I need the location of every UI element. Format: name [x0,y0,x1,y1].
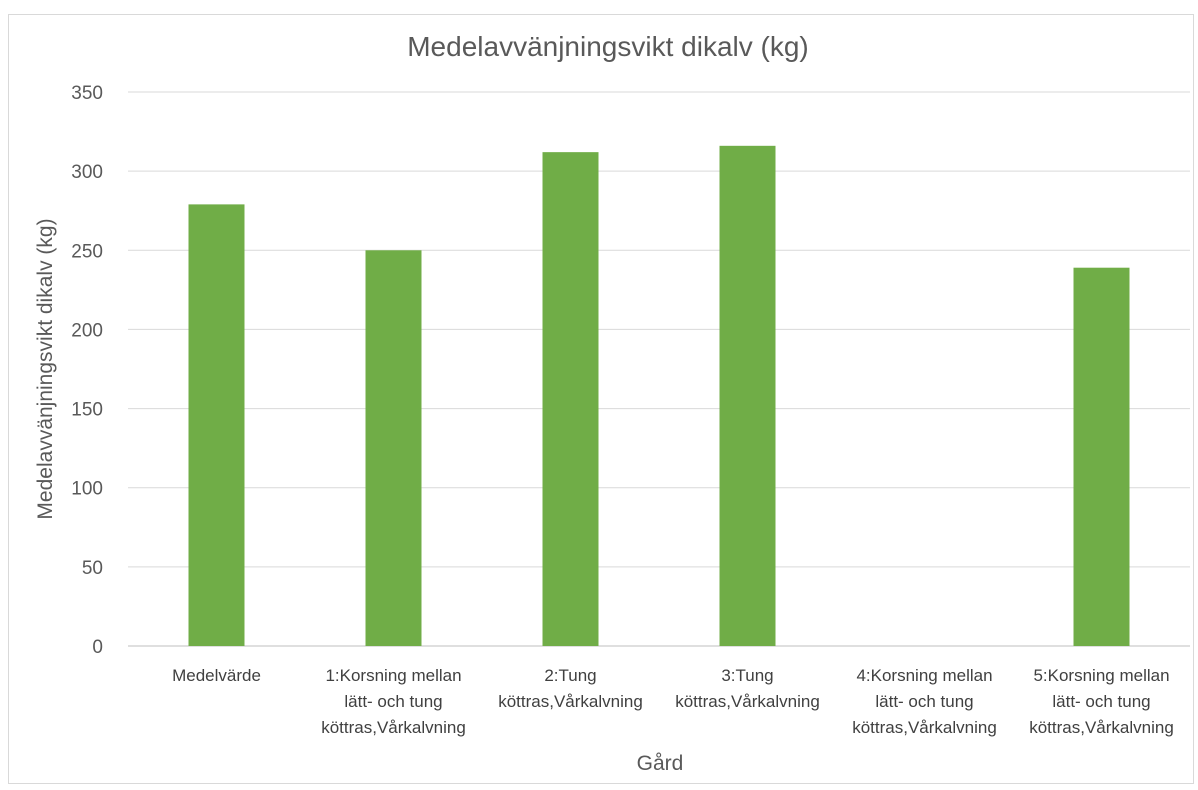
x-tick-label: 3:Tung köttras,Vårkalvning [675,666,820,711]
x-tick-label: 2:Tung köttras,Vårkalvning [498,666,643,711]
bar [719,145,776,646]
chart-title: Medelavvänjningsvikt dikalv (kg) [407,31,809,62]
bars [188,145,1130,647]
bar [542,152,599,647]
gridlines [128,91,1190,647]
y-tick-label: 350 [71,83,103,104]
y-tick-label: 0 [92,637,103,658]
x-axis-ticks: Medelvärde 1:Korsning mellan lätt- och tun… [172,666,1174,737]
x-tick-label: Medelvärde [172,666,261,685]
bar [1073,267,1130,646]
x-tick-label: 5:Korsning mellan lätt- och tung köttras,V… [1029,666,1174,737]
y-axis-title: Medelavvänjningsvikt dikalv (kg) [34,218,57,519]
y-tick-label: 300 [71,162,103,183]
y-tick-label: 50 [82,558,103,579]
x-axis-title: Gård [637,752,684,775]
y-tick-label: 150 [71,400,103,421]
x-tick-label: 4:Korsning mellan lätt- och tung köttras,V… [852,666,997,737]
x-tick-label: 1:Korsning mellan lätt- och tung köttras,V… [321,666,466,737]
bar [188,204,245,646]
y-tick-label: 200 [71,320,103,341]
bar [365,250,422,647]
y-axis-ticks: 0 50 100 150 200 250 300 350 [71,83,103,658]
y-tick-label: 250 [71,241,103,262]
y-tick-label: 100 [71,479,103,500]
